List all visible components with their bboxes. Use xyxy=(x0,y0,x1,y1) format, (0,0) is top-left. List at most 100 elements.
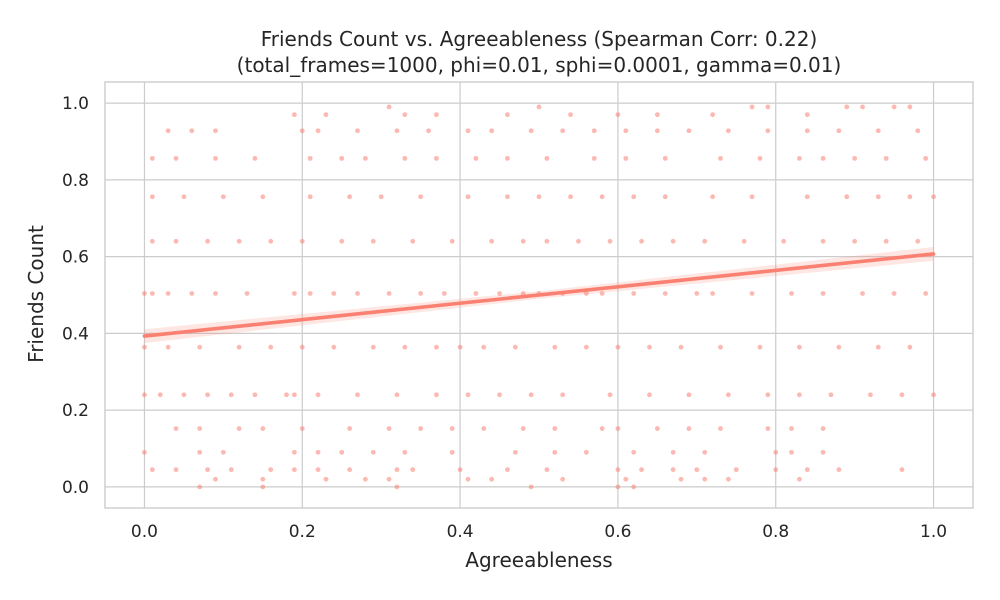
scatter-point xyxy=(923,291,929,296)
scatter-point xyxy=(583,449,589,455)
scatter-point xyxy=(252,392,258,398)
scatter-point xyxy=(189,128,195,134)
scatter-point xyxy=(228,392,234,398)
scatter-point xyxy=(883,238,889,244)
y-tick-label: 1.0 xyxy=(62,94,89,114)
x-tick-label: 0.0 xyxy=(131,522,158,542)
scatter-point xyxy=(733,467,739,473)
scatter-point xyxy=(205,392,210,398)
scatter-point xyxy=(386,426,392,431)
scatter-point xyxy=(465,392,471,398)
scatter-point xyxy=(197,484,203,490)
scatter-point xyxy=(836,467,842,473)
scatter-point xyxy=(418,426,424,431)
scatter-point xyxy=(465,128,471,134)
scatter-point xyxy=(662,194,668,200)
scatter-point xyxy=(307,194,313,200)
scatter-point xyxy=(213,291,218,296)
scatter-point xyxy=(694,291,700,296)
scatter-point xyxy=(426,128,431,134)
scatter-point xyxy=(899,392,905,398)
scatter-point xyxy=(260,484,266,490)
scatter-point xyxy=(142,344,147,350)
scatter-point xyxy=(615,484,621,490)
scatter-point xyxy=(860,104,865,110)
scatter-point xyxy=(568,112,573,118)
scatter-point xyxy=(923,155,929,161)
scatter-point xyxy=(473,155,479,161)
scatter-point xyxy=(323,112,329,118)
scatter-point xyxy=(797,392,802,398)
scatter-point xyxy=(213,128,218,134)
scatter-point xyxy=(260,476,266,482)
scatter-point xyxy=(520,426,526,431)
scatter-point xyxy=(370,238,376,244)
scatter-point xyxy=(568,194,573,200)
scatter-point xyxy=(710,291,715,296)
scatter-point xyxy=(883,155,889,161)
scatter-point xyxy=(670,467,676,473)
scatter-point xyxy=(615,344,621,350)
scatter-point xyxy=(149,238,155,244)
scatter-point xyxy=(268,467,274,473)
scatter-point xyxy=(773,449,779,455)
scatter-point xyxy=(142,392,147,398)
scatter-point xyxy=(631,484,637,490)
scatter-point xyxy=(718,155,723,161)
scatter-point xyxy=(315,449,321,455)
scatter-point xyxy=(394,128,400,134)
scatter-point xyxy=(520,291,526,296)
scatter-point xyxy=(844,194,850,200)
scatter-point xyxy=(331,344,337,350)
scatter-point xyxy=(339,238,345,244)
scatter-point xyxy=(331,291,337,296)
scatter-point xyxy=(457,467,463,473)
scatter-point xyxy=(512,344,518,350)
scatter-point xyxy=(804,467,810,473)
scatter-point xyxy=(497,291,502,296)
scatter-point xyxy=(836,128,842,134)
scatter-point xyxy=(891,104,897,110)
scatter-point xyxy=(583,291,589,296)
scatter-point xyxy=(497,392,502,398)
scatter-point xyxy=(820,291,826,296)
scatter-point xyxy=(907,194,913,200)
scatter-point xyxy=(686,426,692,431)
scatter-point xyxy=(852,155,858,161)
scatter-point xyxy=(670,449,676,455)
scatter-point xyxy=(654,112,660,118)
scatter-point xyxy=(765,426,771,431)
scatter-point xyxy=(410,238,416,244)
scatter-point xyxy=(654,426,660,431)
scatter-point xyxy=(489,476,495,482)
scatter-point xyxy=(544,467,550,473)
scatter-point xyxy=(236,426,242,431)
scatter-point xyxy=(599,291,605,296)
scatter-point xyxy=(702,238,708,244)
scatter-point xyxy=(544,155,550,161)
scatter-point xyxy=(299,238,305,244)
scatter-point xyxy=(386,104,392,110)
scatter-point xyxy=(797,155,802,161)
scatter-point xyxy=(836,344,842,350)
scatter-point xyxy=(315,467,321,473)
scatter-point xyxy=(205,467,210,473)
scatter-point xyxy=(804,194,810,200)
scatter-point xyxy=(220,449,226,455)
scatter-point xyxy=(512,449,518,455)
scatter-point xyxy=(355,291,360,296)
scatter-point xyxy=(220,194,226,200)
scatter-point xyxy=(686,392,692,398)
scatter-point xyxy=(765,392,771,398)
scatter-point xyxy=(481,344,487,350)
scatter-point xyxy=(907,344,913,350)
scatter-point xyxy=(702,449,708,455)
y-tick-label: 0.4 xyxy=(62,324,89,344)
scatter-point xyxy=(820,426,826,431)
scatter-point xyxy=(773,467,779,473)
scatter-point xyxy=(213,155,218,161)
scatter-point xyxy=(607,392,613,398)
scatter-point xyxy=(386,291,392,296)
scatter-point xyxy=(552,426,558,431)
scatter-point xyxy=(181,194,187,200)
